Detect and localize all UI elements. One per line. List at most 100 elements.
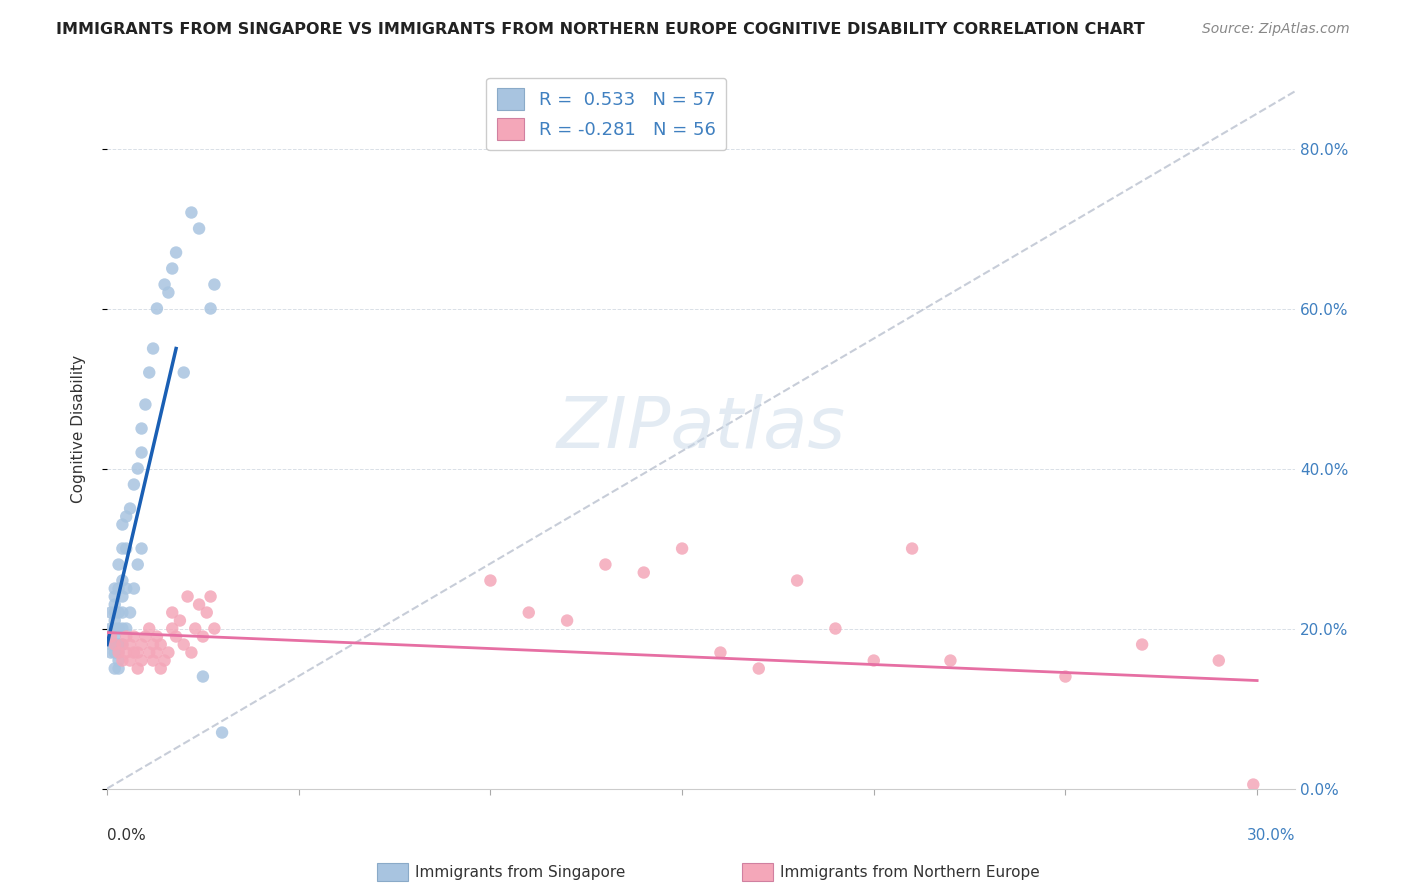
Point <box>131 654 153 668</box>
Text: 30.0%: 30.0% <box>1247 828 1295 843</box>
Point <box>162 622 184 636</box>
Point <box>1241 778 1264 792</box>
Legend: R =  0.533   N = 57, R = -0.281   N = 56: R = 0.533 N = 57, R = -0.281 N = 56 <box>486 78 727 151</box>
Point <box>131 445 153 459</box>
Point <box>479 574 502 588</box>
Point <box>122 630 145 644</box>
Point <box>142 654 165 668</box>
Point <box>115 541 138 556</box>
Point <box>122 477 145 491</box>
Point <box>111 541 134 556</box>
Point <box>131 638 153 652</box>
Point <box>149 638 172 652</box>
Point <box>786 574 808 588</box>
Point <box>115 582 138 596</box>
Point <box>122 646 145 660</box>
Point <box>127 461 149 475</box>
Point <box>184 622 207 636</box>
Point <box>111 622 134 636</box>
Point <box>100 630 122 644</box>
Point <box>180 205 202 219</box>
Point <box>1054 669 1077 683</box>
Point <box>104 614 127 628</box>
Point <box>111 590 134 604</box>
Point <box>633 566 655 580</box>
Point <box>142 638 165 652</box>
Point <box>138 622 160 636</box>
Point <box>107 654 129 668</box>
Point <box>165 630 187 644</box>
Point <box>111 638 134 652</box>
Point <box>104 638 127 652</box>
Point <box>104 606 127 620</box>
Point <box>100 638 122 652</box>
Text: Immigrants from Singapore: Immigrants from Singapore <box>415 865 626 880</box>
Point <box>131 421 153 435</box>
Point <box>107 606 129 620</box>
Point <box>111 654 134 668</box>
Y-axis label: Cognitive Disability: Cognitive Disability <box>72 354 86 502</box>
Point <box>146 630 169 644</box>
Point <box>1130 638 1153 652</box>
Point <box>100 606 122 620</box>
Point <box>120 501 142 516</box>
Point <box>176 590 198 604</box>
Point <box>104 630 127 644</box>
Point <box>862 654 884 668</box>
Point <box>149 661 172 675</box>
Point <box>134 398 156 412</box>
Point <box>115 646 138 660</box>
Point <box>104 598 127 612</box>
Point <box>153 654 176 668</box>
Point <box>824 622 846 636</box>
Point <box>901 541 924 556</box>
Point <box>111 638 134 652</box>
Point <box>517 606 540 620</box>
Point <box>173 638 195 652</box>
Point <box>134 630 156 644</box>
Point <box>165 245 187 260</box>
Text: 0.0%: 0.0% <box>107 828 146 843</box>
Point <box>120 654 142 668</box>
Point <box>146 646 169 660</box>
Point <box>127 646 149 660</box>
Point <box>100 646 122 660</box>
Point <box>939 654 962 668</box>
Point <box>104 638 127 652</box>
Point <box>131 541 153 556</box>
Point <box>104 622 127 636</box>
Point <box>107 661 129 675</box>
Point <box>1208 654 1230 668</box>
Point <box>138 366 160 380</box>
Point <box>157 285 180 300</box>
Text: IMMIGRANTS FROM SINGAPORE VS IMMIGRANTS FROM NORTHERN EUROPE COGNITIVE DISABILIT: IMMIGRANTS FROM SINGAPORE VS IMMIGRANTS … <box>56 22 1144 37</box>
Point <box>200 590 222 604</box>
Point <box>200 301 222 316</box>
Text: ZIPatlas: ZIPatlas <box>557 394 846 463</box>
Point <box>709 646 731 660</box>
Point <box>127 661 149 675</box>
Point <box>107 646 129 660</box>
Point <box>111 574 134 588</box>
Point <box>191 630 214 644</box>
Point <box>115 622 138 636</box>
Point <box>555 614 578 628</box>
Point <box>748 661 770 675</box>
Point <box>188 221 211 235</box>
Point <box>104 661 127 675</box>
Point <box>153 277 176 292</box>
Point <box>111 606 134 620</box>
Point <box>595 558 617 572</box>
Point <box>191 669 214 683</box>
Point <box>127 558 149 572</box>
Text: Immigrants from Northern Europe: Immigrants from Northern Europe <box>780 865 1040 880</box>
Point <box>195 606 218 620</box>
Point <box>146 301 169 316</box>
Point <box>169 614 191 628</box>
Point <box>107 558 129 572</box>
Point <box>115 509 138 524</box>
Point <box>104 590 127 604</box>
Point <box>188 598 211 612</box>
Point <box>157 646 180 660</box>
Point <box>100 622 122 636</box>
